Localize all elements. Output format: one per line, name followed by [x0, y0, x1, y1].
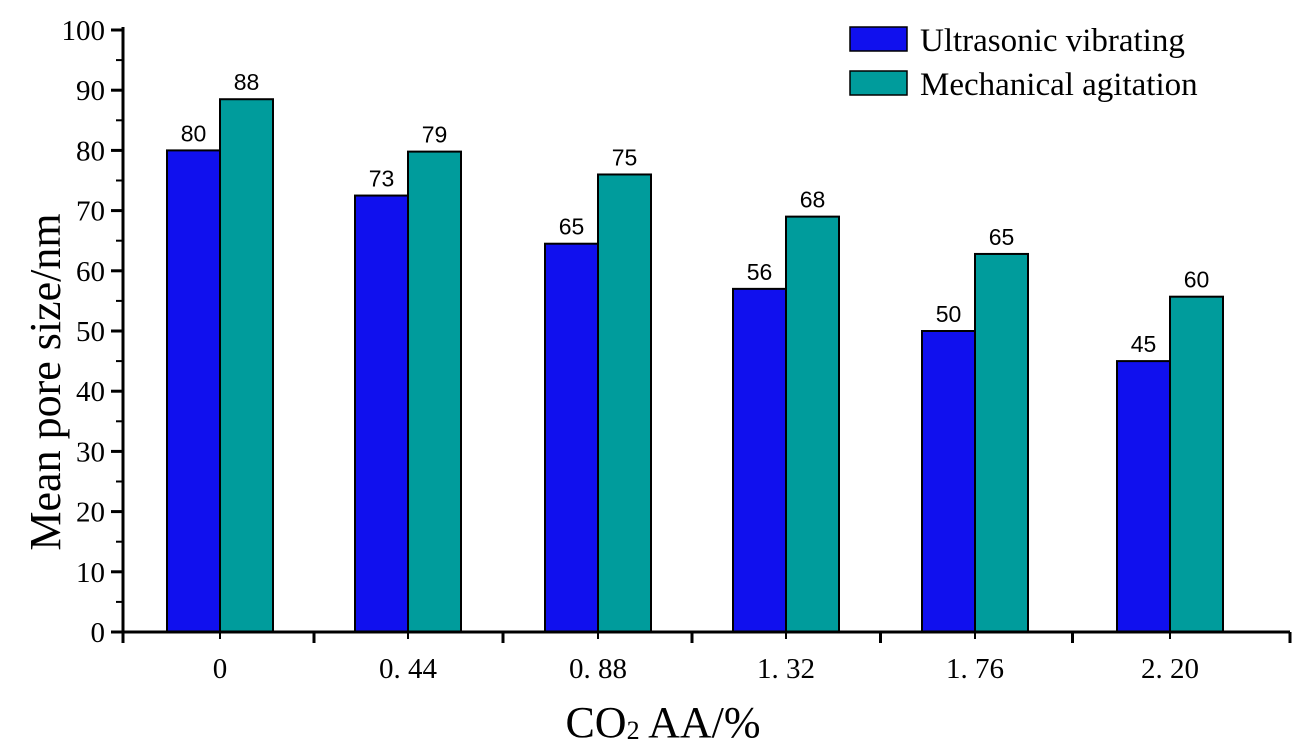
x-axis-title-suffix: AA/% — [640, 698, 761, 747]
x-tick-label-3: 1. 32 — [757, 653, 815, 685]
legend-swatch-mechanical — [849, 70, 908, 96]
data-label-mechanical-0: 88 — [234, 69, 260, 95]
y-tick-label-40: 40 — [76, 376, 105, 408]
y-tick-label-70: 70 — [76, 196, 105, 228]
bar-mechanical-5 — [1169, 295, 1224, 633]
y-tick-label-80: 80 — [76, 135, 105, 167]
x-tick-label-5: 2. 20 — [1141, 653, 1199, 685]
data-label-ultrasonic-0: 80 — [181, 120, 207, 146]
axes-layer: 0 10 20 30 40 50 60 70 80 90 100 0 0. 44 0. 88 1. 32 1.… — [62, 15, 1292, 685]
labels-layer: 80 73 65 56 50 45 88 79 75 68 65 60 — [181, 69, 1210, 357]
data-label-mechanical-2: 75 — [612, 144, 638, 170]
bar-ultrasonic-4 — [921, 330, 976, 633]
y-tick-label-100: 100 — [62, 15, 106, 47]
y-tick-label-50: 50 — [76, 316, 105, 348]
bars-layer — [166, 98, 1224, 634]
y-tick-label-0: 0 — [91, 617, 106, 649]
bar-ultrasonic-1 — [354, 194, 409, 634]
data-label-ultrasonic-5: 45 — [1131, 331, 1157, 357]
bar-mechanical-4 — [974, 252, 1029, 633]
y-tick-label-90: 90 — [76, 75, 105, 107]
data-label-mechanical-4: 65 — [989, 224, 1015, 250]
y-tick-label-20: 20 — [76, 497, 105, 529]
data-label-ultrasonic-2: 65 — [559, 214, 585, 240]
x-axis-title-main: CO — [565, 698, 626, 747]
bar-ultrasonic-5 — [1116, 360, 1171, 633]
legend-label-mechanical: Mechanical agitation — [920, 67, 1198, 103]
bar-ultrasonic-2 — [544, 242, 599, 634]
x-tick-label-1: 0. 44 — [379, 653, 438, 685]
x-tick-label-2: 0. 88 — [569, 653, 627, 685]
y-axis-title: Mean pore size/nm — [21, 213, 70, 550]
data-label-mechanical-1: 79 — [422, 122, 448, 148]
bar-mechanical-0 — [219, 98, 274, 634]
data-label-ultrasonic-3: 56 — [747, 259, 773, 285]
data-label-mechanical-5: 60 — [1184, 267, 1210, 293]
x-tick-label-0: 0 — [213, 653, 228, 685]
legend-swatch-ultrasonic — [849, 26, 908, 52]
x-tick-label-4: 1. 76 — [946, 653, 1004, 685]
legend-label-ultrasonic: Ultrasonic vibrating — [920, 23, 1185, 59]
data-label-ultrasonic-1: 73 — [369, 166, 395, 192]
legend: Ultrasonic vibrating Mechanical agitatio… — [849, 23, 1198, 103]
x-axis-title-subscript: 2 — [627, 716, 640, 745]
data-label-mechanical-3: 68 — [800, 187, 826, 213]
y-tick-label-60: 60 — [76, 256, 105, 288]
bar-mechanical-1 — [407, 150, 462, 633]
y-tick-label-10: 10 — [76, 557, 105, 589]
bar-mechanical-3 — [785, 215, 840, 633]
x-axis-title: CO2 AA/% — [565, 698, 760, 747]
data-label-ultrasonic-4: 50 — [936, 301, 962, 327]
bar-mechanical-2 — [597, 173, 652, 633]
y-tick-label-30: 30 — [76, 436, 105, 468]
bar-ultrasonic-3 — [732, 287, 787, 633]
bar-ultrasonic-0 — [166, 149, 221, 633]
